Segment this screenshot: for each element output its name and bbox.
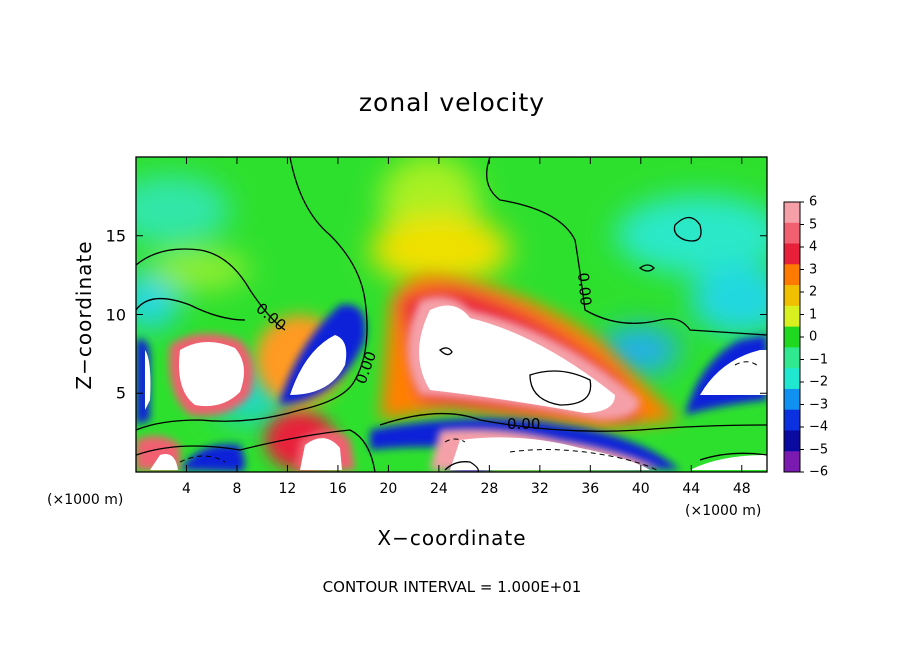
colorbar-segment [784,222,800,245]
y-tick-label: 5 [115,383,126,403]
colorbar-tick-label: −5 [809,442,829,457]
colorbar-tick-label: 5 [809,217,818,232]
colorbar-segment [784,451,800,473]
colorbar-segment [784,305,800,328]
chart-title: zonal velocity [358,88,546,117]
colorbar-segment [784,202,800,224]
colorbar-tick-label: −3 [809,397,829,412]
colorbar-tick-label: 6 [809,194,818,210]
colorbar-tick-label: 0 [809,329,818,345]
contour-label: 0.00 [507,415,540,433]
colorbar-tick-label: 1 [809,307,818,322]
x-tick-label: 8 [232,481,242,497]
colorbar-segment [784,243,800,265]
x-unit-note-right: (×1000 m) [685,503,762,519]
y-tick-label: 10 [105,305,126,324]
colorbar-segment [784,326,800,348]
colorbar-tick-label: −6 [809,464,829,480]
x-axis-label: X−coordinate [377,526,527,550]
x-tick-label: 36 [581,481,600,497]
colorbar-tick-label: 3 [809,262,818,277]
contour-interval-note: CONTOUR INTERVAL = 1.000E+01 [322,578,582,596]
colorbar-tick-label: 2 [809,284,818,300]
colorbar-tick-label: −1 [809,352,829,367]
colorbar-segment [784,388,800,411]
x-tick-label: 48 [732,481,751,497]
colorbar [784,201,804,473]
colorbar-tick-label: −4 [809,419,829,435]
x-tick-label: 20 [379,481,398,497]
y-axis-label: Z−coordinate [72,240,96,390]
contour-label: 0.00 [574,272,595,307]
colorbar-segment [784,368,800,390]
x-tick-label: 44 [682,481,701,497]
x-tick-label: 28 [480,481,499,497]
colorbar-segment [784,264,800,286]
heatmap-field: 0.00 0.00 0.00 0.00 [136,157,767,472]
colorbar-segment [784,285,800,307]
x-tick-label: 16 [328,481,347,497]
x-tick-label: 40 [631,481,650,497]
colorbar-segment [784,409,800,431]
colorbar-tick-label: −2 [809,374,829,390]
x-tick-label: 12 [278,481,297,497]
x-unit-note-left: (×1000 m) [47,492,124,508]
x-tick-label: 32 [530,481,549,497]
colorbar-segment [784,430,800,452]
x-tick-label: 4 [182,481,191,497]
y-tick-label: 15 [105,226,126,246]
colorbar-segment [784,347,800,369]
colorbar-frame [783,201,801,473]
colorbar-tick-label: 4 [809,239,818,255]
x-tick-label: 24 [429,481,448,497]
